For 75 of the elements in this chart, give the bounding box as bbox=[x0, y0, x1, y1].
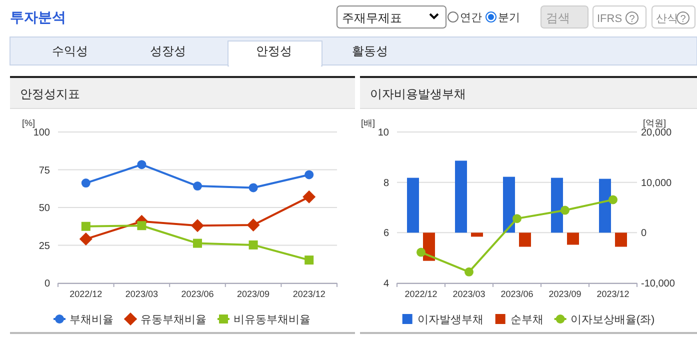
point bbox=[137, 221, 146, 230]
y2-tick-label: 10,000 bbox=[641, 178, 672, 189]
point bbox=[302, 190, 316, 204]
y-tick-label: 0 bbox=[44, 278, 50, 290]
text: 성장성 bbox=[150, 44, 186, 58]
text: 연간 bbox=[460, 12, 482, 24]
point bbox=[137, 160, 146, 170]
y-tick-label: 75 bbox=[38, 165, 50, 176]
chart-title: 이자비용발생부채 bbox=[370, 87, 466, 101]
text: 분기 bbox=[498, 12, 520, 24]
text: ? bbox=[629, 14, 636, 25]
text: 수익성 bbox=[52, 44, 88, 58]
text: 안정성 bbox=[256, 44, 292, 58]
bar bbox=[503, 176, 515, 233]
legend-label: 유동부채비율 bbox=[140, 314, 206, 326]
legend-label: 비유동부채비율 bbox=[234, 314, 310, 326]
legend-label: 순부채 bbox=[510, 314, 544, 326]
point bbox=[304, 256, 314, 265]
y2-tick-label: 20,000 bbox=[641, 128, 672, 138]
y-axis-title: [%] bbox=[22, 118, 36, 128]
text: ? bbox=[680, 14, 686, 25]
point bbox=[193, 238, 202, 248]
bar bbox=[567, 232, 579, 245]
y-tick-label: 10 bbox=[378, 128, 390, 138]
point bbox=[464, 267, 474, 276]
y-tick-label: 25 bbox=[38, 240, 50, 252]
x-tick-label: 2023/06 bbox=[500, 289, 534, 299]
x-tick-label: 2023/03 bbox=[125, 289, 158, 299]
point bbox=[248, 183, 258, 192]
point bbox=[560, 206, 570, 215]
x-tick-label: 2023/09 bbox=[548, 289, 582, 299]
y-tick-label: 100 bbox=[33, 128, 50, 138]
point bbox=[512, 214, 522, 224]
point bbox=[248, 240, 258, 250]
y-tick-label: 50 bbox=[38, 203, 50, 214]
bar bbox=[471, 232, 483, 237]
y-axis-title: [배] bbox=[361, 118, 376, 128]
text: 활동성 bbox=[352, 44, 388, 58]
y2-tick-label: -10,000 bbox=[641, 278, 676, 290]
legend-label: 이자보상배율(좌) bbox=[570, 314, 655, 326]
bar bbox=[455, 160, 467, 233]
text: IFRS bbox=[597, 13, 622, 25]
point bbox=[79, 232, 92, 246]
legend-label: 이자발생부채 bbox=[417, 314, 484, 326]
bar bbox=[407, 178, 419, 233]
point bbox=[416, 248, 426, 257]
point bbox=[304, 170, 314, 180]
text: 투자분석 bbox=[10, 9, 66, 25]
bar bbox=[551, 178, 563, 233]
y-tick-label: 6 bbox=[383, 228, 390, 240]
x-tick-label: 2023/03 bbox=[452, 289, 486, 299]
chart-title: 안정성지표 bbox=[20, 87, 80, 101]
text: 검색 bbox=[546, 11, 570, 25]
y2-axis-title: [억원] bbox=[643, 118, 666, 128]
x-tick-label: 2022/12 bbox=[70, 289, 102, 299]
x-tick-label: 2023/12 bbox=[292, 289, 326, 299]
bar bbox=[599, 178, 611, 233]
point bbox=[246, 218, 260, 232]
y-tick-label: 8 bbox=[383, 178, 390, 189]
point bbox=[81, 222, 90, 231]
bar bbox=[519, 232, 531, 247]
text: 주재무제표 bbox=[342, 11, 402, 25]
x-tick-label: 2023/09 bbox=[237, 289, 270, 299]
point bbox=[608, 195, 618, 204]
x-tick-label: 2023/06 bbox=[181, 289, 214, 299]
x-tick-label: 2023/12 bbox=[596, 289, 630, 299]
legend-label: 부채비율 bbox=[70, 314, 114, 326]
point bbox=[81, 178, 90, 188]
y-tick-label: 4 bbox=[383, 278, 390, 290]
point bbox=[193, 182, 202, 191]
x-tick-label: 2022/12 bbox=[404, 289, 438, 299]
bar bbox=[615, 232, 627, 247]
text: 산식 bbox=[656, 13, 678, 25]
point bbox=[191, 219, 204, 232]
y2-tick-label: 0 bbox=[641, 228, 647, 240]
